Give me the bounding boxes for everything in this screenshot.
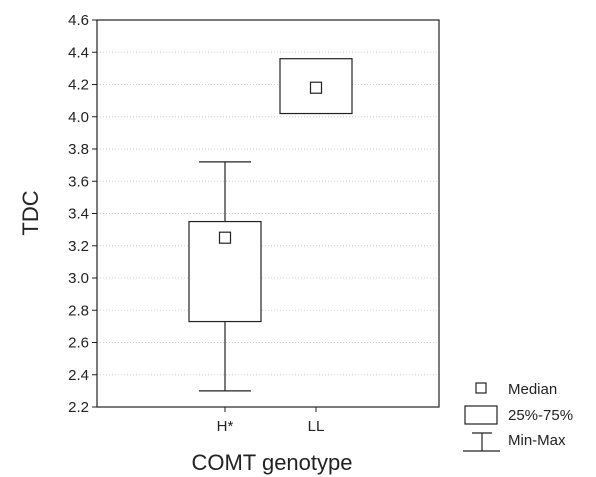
y-tick-label: 3.2 (68, 238, 89, 255)
y-tick-label: 4.4 (68, 44, 89, 61)
legend-item-median: Median (475, 381, 557, 398)
gridlines (97, 51, 439, 376)
y-tick-label: 4.0 (68, 109, 89, 126)
y-axis-ticks: 2.2 2.4 2.6 2.8 3.0 3.2 3.4 3.6 3.8 4.0 4.2 4.4 4.6 (68, 12, 97, 416)
box-1 (188, 161, 262, 392)
box-series (188, 58, 353, 392)
legend-box-symbol (464, 405, 498, 425)
legend-median-label: Median (508, 381, 557, 398)
box-2 (279, 58, 353, 115)
x-axis-ticks: H* LL (217, 407, 325, 435)
legend-item-whisker: Min-Max (463, 432, 566, 452)
y-tick-label: 2.6 (68, 335, 89, 352)
y-tick-label: 3.8 (68, 141, 89, 158)
median-marker (218, 231, 232, 244)
x-tick-label: LL (308, 418, 325, 435)
legend-median-symbol (475, 382, 487, 394)
y-tick-label: 2.2 (68, 399, 89, 416)
y-tick-label: 3.4 (68, 206, 89, 223)
x-axis-title: COMT genotype (191, 450, 352, 475)
y-tick-label: 2.8 (68, 302, 89, 319)
legend-whisker-symbol (463, 432, 500, 452)
median-marker (309, 81, 323, 94)
y-tick-label: 3.6 (68, 173, 89, 190)
y-tick-label: 2.4 (68, 367, 89, 384)
legend-whisker-label: Min-Max (508, 432, 566, 449)
x-tick-label: H* (217, 418, 234, 435)
y-tick-label: 3.0 (68, 270, 89, 287)
y-tick-label: 4.2 (68, 77, 89, 94)
legend-item-box: 25%-75% (464, 405, 573, 425)
legend: Median 25%-75% Min-Max (463, 381, 573, 452)
y-axis-title: TDC (18, 190, 43, 235)
legend-box-label: 25%-75% (508, 407, 573, 424)
y-tick-label: 4.6 (68, 12, 89, 29)
